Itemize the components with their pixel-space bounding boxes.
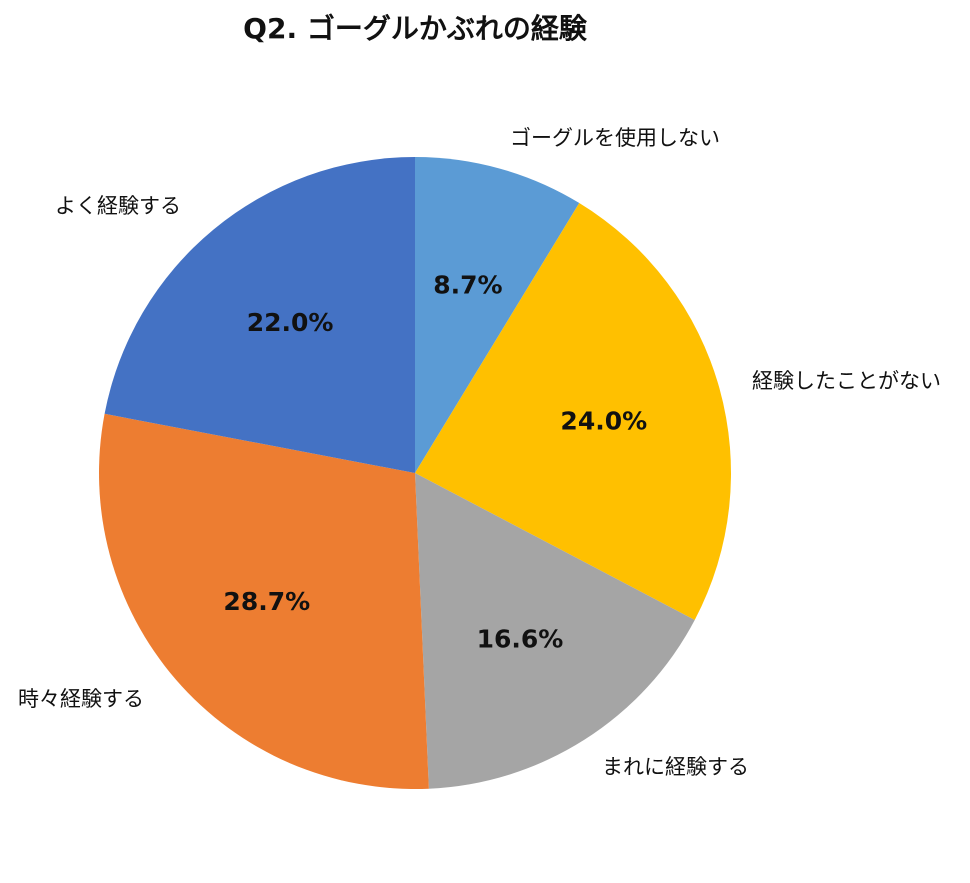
category-label-sometimes: 時々経験する bbox=[18, 687, 144, 711]
pie-slice-no-goggles bbox=[415, 157, 580, 473]
pie-slice-often bbox=[104, 157, 415, 473]
data-label-never: 24.0% bbox=[560, 407, 647, 436]
category-label-rarely: まれに経験する bbox=[602, 755, 749, 779]
category-label-often: よく経験する bbox=[55, 194, 181, 218]
pie-slice-never bbox=[415, 203, 731, 620]
category-label-no-goggles: ゴーグルを使用しない bbox=[510, 126, 720, 150]
category-label-never: 経験したことがない bbox=[752, 369, 941, 393]
data-label-often: 22.0% bbox=[247, 308, 334, 337]
data-labels: 8.7% 24.0% 16.6% 28.7% 22.0% bbox=[223, 270, 647, 653]
pie-slice-rarely bbox=[415, 473, 695, 789]
pie-slice-sometimes bbox=[99, 413, 429, 789]
data-label-rarely: 16.6% bbox=[477, 624, 564, 653]
chart-title: Q2. ゴーグルかぶれの経験 bbox=[243, 12, 588, 45]
data-label-sometimes: 28.7% bbox=[223, 587, 310, 616]
data-label-no-goggles: 8.7% bbox=[433, 270, 502, 299]
pie-slices bbox=[99, 157, 731, 789]
